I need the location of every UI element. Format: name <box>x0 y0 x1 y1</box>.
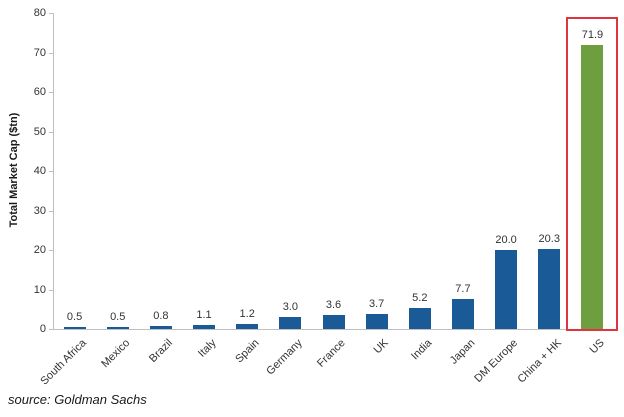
bar-value-label: 3.0 <box>282 301 298 314</box>
y-tick-label: 80 <box>33 7 46 19</box>
category-label: Germany <box>264 337 305 378</box>
bar <box>193 324 216 329</box>
y-tick-mark <box>49 210 53 212</box>
y-tick-mark <box>49 329 53 330</box>
bar-value-label: 5.2 <box>412 292 428 305</box>
y-tick-label: 50 <box>33 125 46 138</box>
category-label: Brazil <box>147 337 176 365</box>
category-label: UK <box>371 337 392 357</box>
bar <box>63 327 86 329</box>
category-label: Japan <box>447 337 478 367</box>
source-caption: source: Goldman Sachs <box>8 392 147 407</box>
y-tick-label: 20 <box>33 244 46 256</box>
bar-value-label: 3.7 <box>368 298 385 311</box>
category-label: South Africa <box>38 337 90 388</box>
bar-value-label: 0.5 <box>110 311 126 323</box>
bar-value-label: 1.1 <box>196 308 212 321</box>
bar-value-label: 0.5 <box>66 311 83 323</box>
bar <box>408 308 431 329</box>
y-tick-label: 0 <box>39 323 46 335</box>
bar-value-label: 71.9 <box>581 28 604 41</box>
highlight-box <box>566 17 619 331</box>
category-label: Spain <box>233 337 262 366</box>
bar-us-highlighted <box>581 44 604 329</box>
bar <box>236 324 259 329</box>
category-label: DM Europe <box>472 337 521 385</box>
bar <box>365 314 388 329</box>
y-tick-mark <box>49 289 53 291</box>
bar <box>106 327 129 329</box>
bar-value-label: 3.6 <box>325 298 342 311</box>
bar-value-label: 1.2 <box>239 308 255 321</box>
y-tick-mark <box>49 250 53 251</box>
y-tick-mark <box>49 52 53 54</box>
y-tick-mark <box>49 13 53 14</box>
bar <box>279 317 302 329</box>
bar-value-label: 7.7 <box>455 282 471 295</box>
category-label: US <box>587 337 607 357</box>
category-label: France <box>315 337 348 370</box>
bar-value-label: 20.0 <box>495 234 517 246</box>
category-label: Italy <box>195 337 219 360</box>
y-tick-label: 30 <box>33 204 46 217</box>
y-tick-label: 40 <box>33 165 46 177</box>
x-axis-line <box>53 329 614 330</box>
y-tick-label: 70 <box>33 46 46 59</box>
y-tick-mark <box>49 92 53 93</box>
y-axis-line <box>53 13 54 330</box>
y-tick-mark <box>49 171 53 172</box>
y-tick-label: 60 <box>33 86 46 98</box>
category-label: India <box>408 337 435 363</box>
bar <box>149 325 172 329</box>
bar <box>451 298 474 329</box>
bar-value-label: 20.3 <box>538 232 560 245</box>
bar-value-label: 0.8 <box>153 309 169 322</box>
bar <box>538 248 561 329</box>
category-label: China + HK <box>515 337 564 386</box>
y-tick-label: 10 <box>33 283 46 296</box>
bar <box>322 314 345 329</box>
y-tick-mark <box>49 131 53 133</box>
category-label: Mexico <box>99 337 133 371</box>
bar <box>495 250 518 329</box>
